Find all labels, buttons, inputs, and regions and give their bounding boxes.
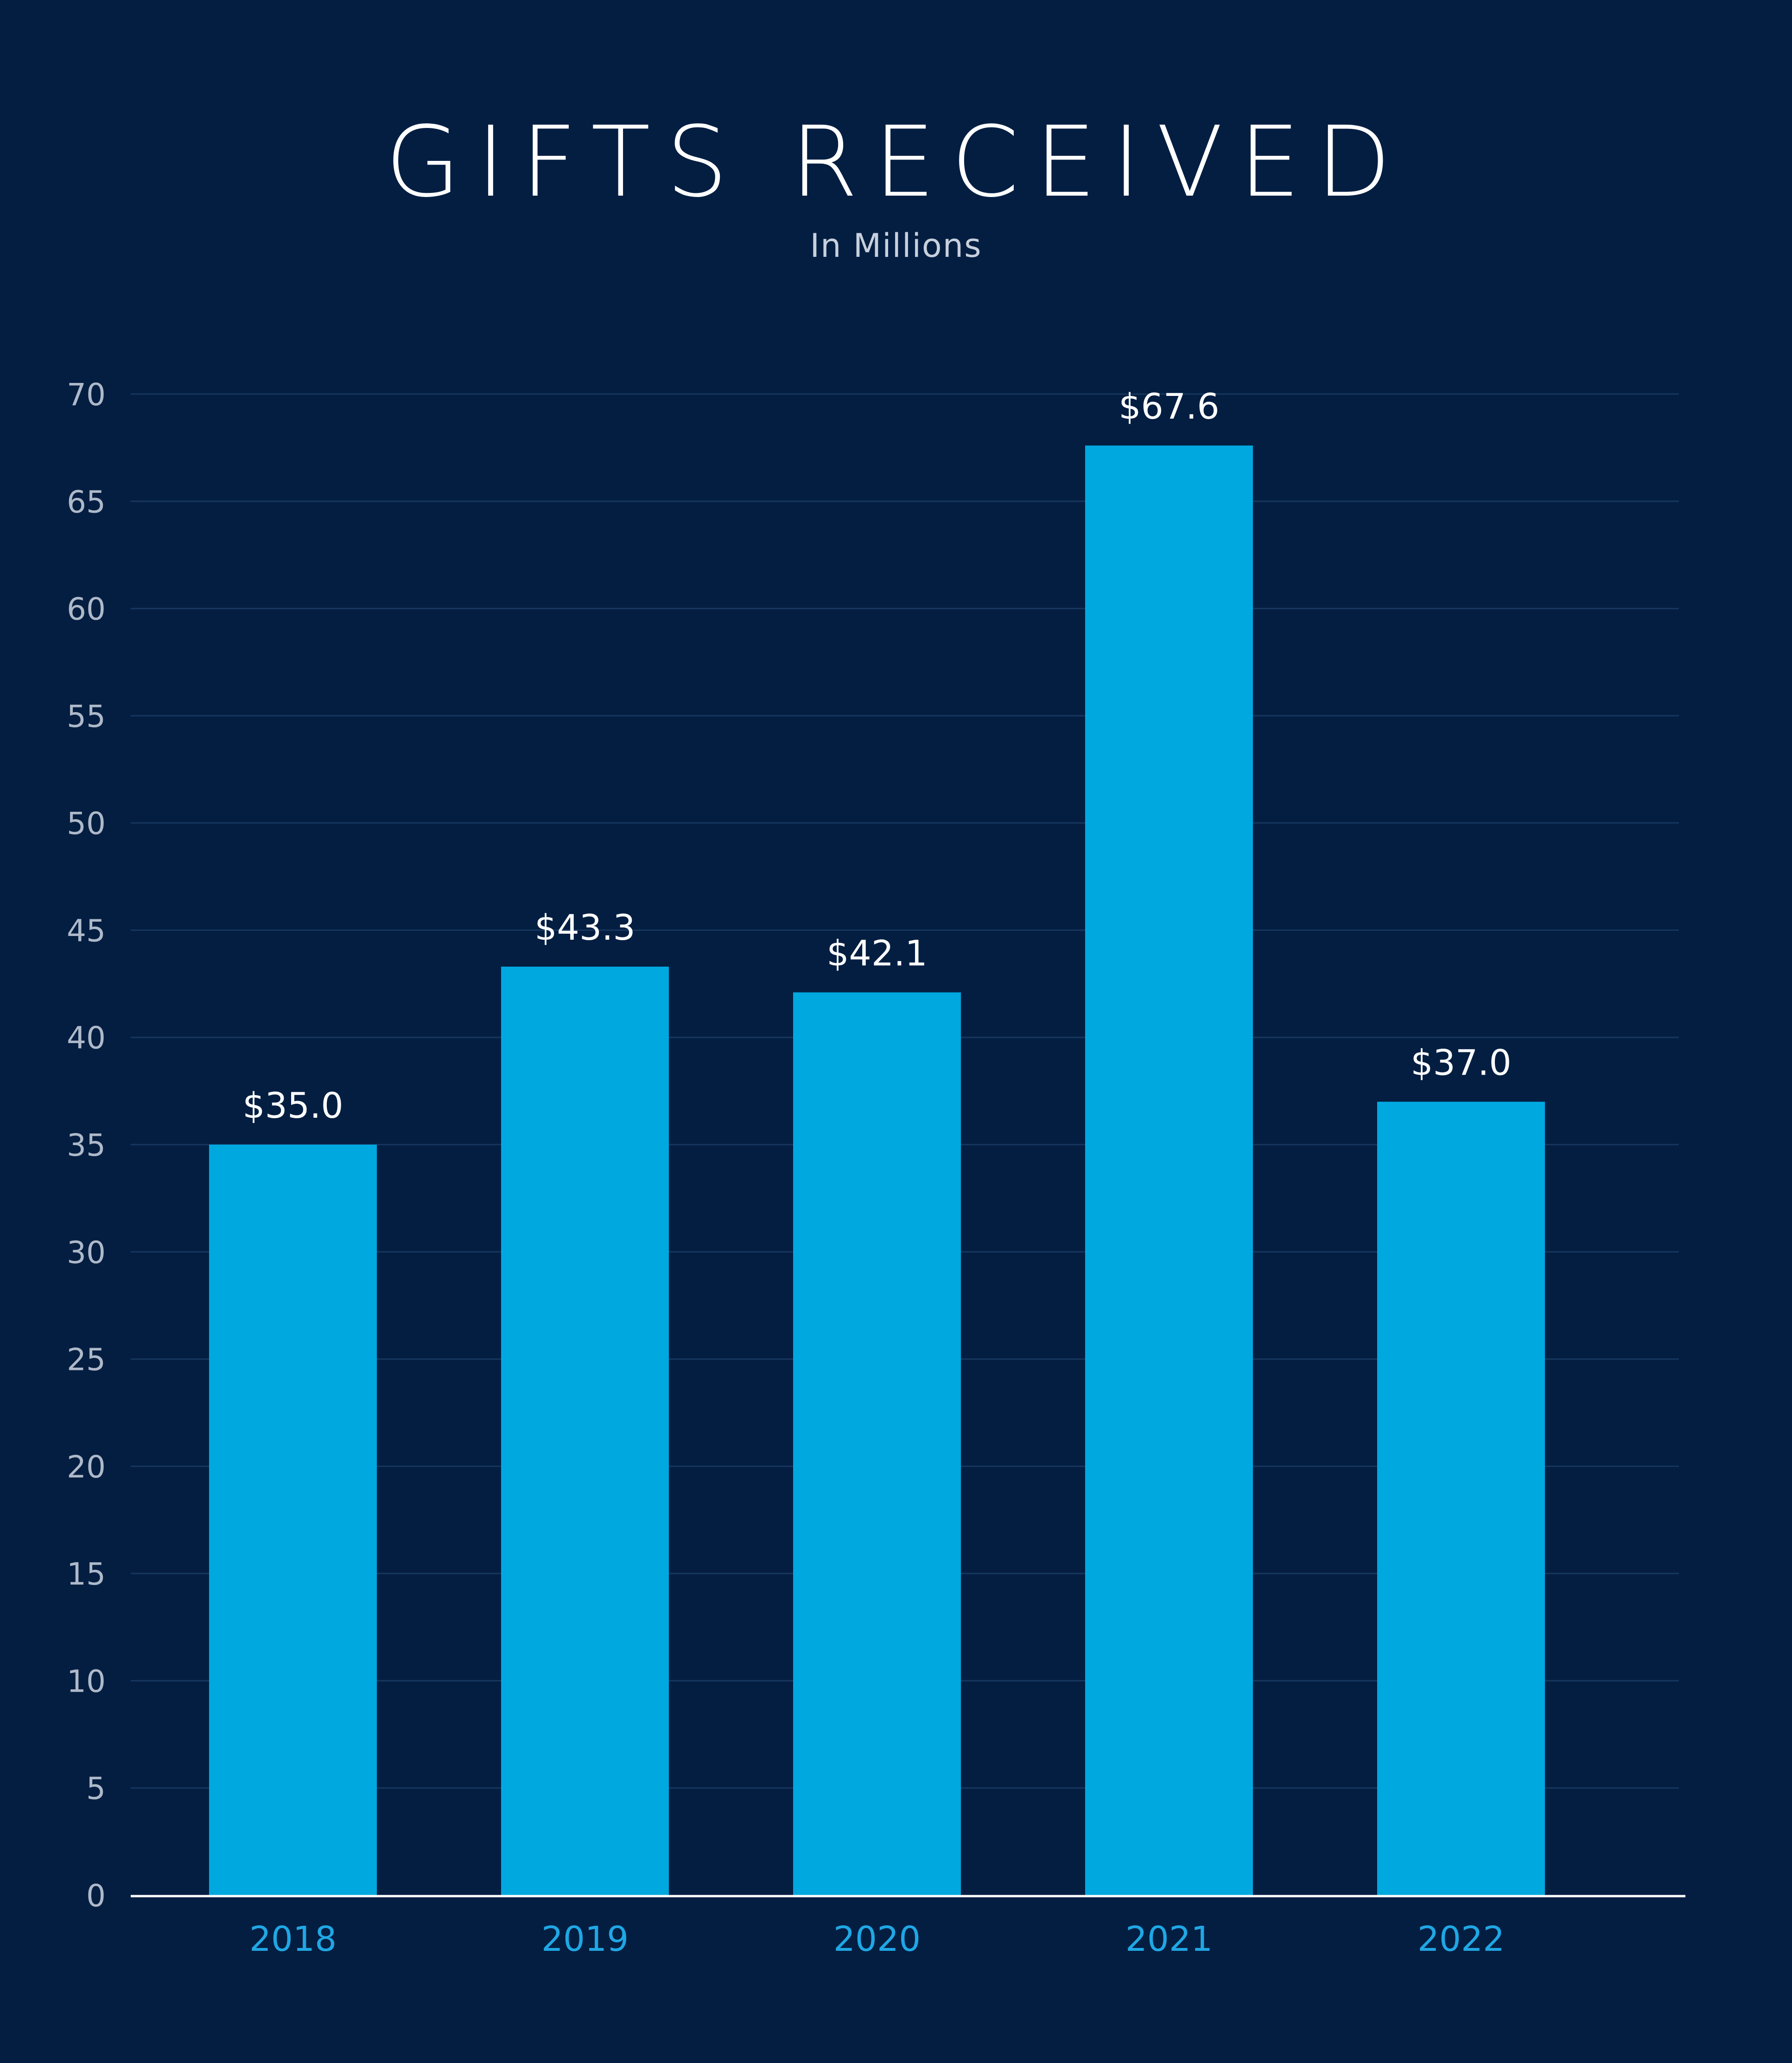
x-tick-label-2022: 2022: [1417, 1919, 1505, 1959]
bars: [209, 446, 1545, 1896]
bar-2022: [1377, 1102, 1545, 1895]
bar-2020: [793, 992, 961, 1895]
chart-subtitle: In Millions: [810, 227, 982, 265]
y-axis-ticks: 0 5 10 15 20 25 30 35 40 45 50 55 60 65 70: [67, 377, 106, 1914]
bar-2021: [1085, 446, 1253, 1896]
data-label-2020: $42.1: [826, 933, 928, 974]
y-tick-label: 55: [67, 699, 106, 734]
y-tick-label: 20: [67, 1449, 106, 1485]
data-label-2019: $43.3: [534, 907, 635, 948]
y-tick-label: 25: [67, 1342, 106, 1378]
y-tick-label: 40: [67, 1020, 106, 1056]
y-tick-label: 70: [67, 377, 106, 413]
x-tick-label-2021: 2021: [1125, 1919, 1213, 1959]
y-tick-label: 65: [67, 484, 106, 520]
y-tick-label: 35: [67, 1127, 106, 1163]
x-tick-label-2020: 2020: [833, 1919, 921, 1959]
x-axis-labels: 2018 2019 2020 2021 2022: [249, 1919, 1505, 1959]
y-tick-label: 10: [67, 1663, 106, 1699]
x-tick-label-2018: 2018: [249, 1919, 337, 1959]
y-tick-label: 0: [86, 1878, 106, 1914]
y-tick-label: 30: [67, 1235, 106, 1270]
y-tick-label: 60: [67, 592, 106, 627]
data-label-2021: $67.6: [1118, 386, 1220, 427]
data-labels: $35.0 $43.3 $42.1 $67.6 $37.0: [242, 386, 1512, 1126]
bar-2019: [501, 967, 669, 1895]
bar-2018: [209, 1145, 377, 1895]
data-label-2022: $37.0: [1411, 1042, 1512, 1083]
x-tick-label-2019: 2019: [541, 1919, 629, 1959]
data-label-2018: $35.0: [242, 1085, 343, 1126]
y-tick-label: 15: [67, 1556, 106, 1592]
chart-title: GIFTS RECEIVED: [385, 105, 1407, 219]
y-tick-label: 45: [67, 913, 106, 949]
y-tick-label: 5: [86, 1771, 106, 1807]
y-tick-label: 50: [67, 806, 106, 841]
